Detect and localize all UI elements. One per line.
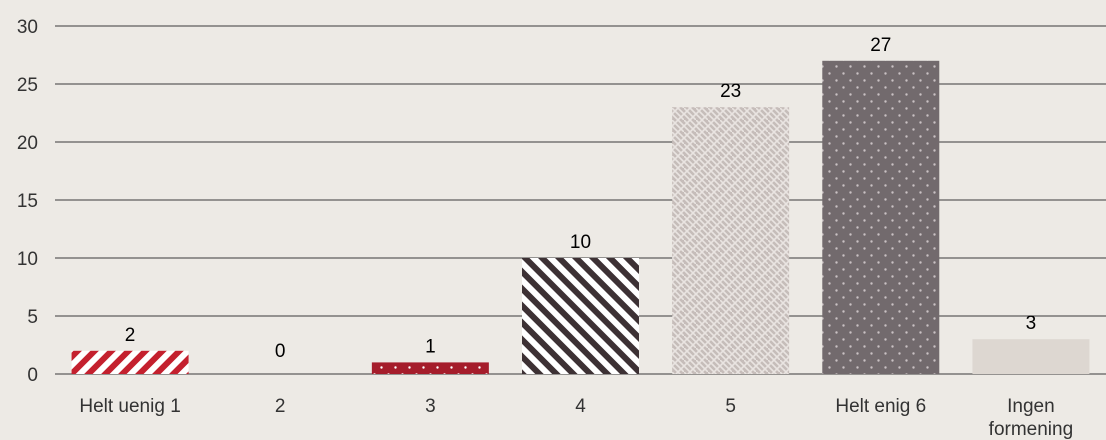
- y-axis-tick-labels: 0 5 10 15 20 25 30: [17, 17, 38, 386]
- data-label: 23: [720, 81, 741, 102]
- x-tick-label: Helt uenig 1: [79, 396, 180, 417]
- data-label: 3: [1026, 313, 1037, 334]
- data-label: 27: [870, 35, 891, 56]
- y-tick-label: 10: [17, 249, 38, 270]
- data-labels: 2 0 1 10 23 27 3: [125, 35, 1036, 362]
- x-tick-label: 2: [275, 396, 286, 417]
- y-tick-label: 0: [27, 365, 38, 386]
- y-tick-label: 30: [17, 17, 38, 38]
- data-label: 0: [275, 341, 286, 362]
- x-tick-label: Helt enig 6: [835, 396, 926, 417]
- x-tick-label: Ingen formening: [989, 396, 1074, 440]
- y-tick-label: 20: [17, 133, 38, 154]
- bar: [371, 362, 489, 374]
- bar: [71, 350, 189, 374]
- data-label: 10: [570, 232, 591, 253]
- y-tick-label: 25: [17, 75, 38, 96]
- x-tick-label: 4: [575, 396, 586, 417]
- bar: [972, 339, 1090, 374]
- y-tick-label: 15: [17, 191, 38, 212]
- x-tick-label: 3: [425, 396, 436, 417]
- x-axis-tick-labels: Helt uenig 1 2 3 4 5 Helt enig 6 Ingen formenin…: [79, 396, 1073, 440]
- bar: [822, 60, 940, 375]
- data-label: 1: [425, 336, 436, 357]
- bar: [672, 107, 790, 374]
- x-tick-label: 5: [725, 396, 736, 417]
- data-label: 2: [125, 325, 136, 346]
- y-tick-label: 5: [27, 307, 38, 328]
- bars: [71, 60, 1090, 375]
- bar: [522, 258, 639, 374]
